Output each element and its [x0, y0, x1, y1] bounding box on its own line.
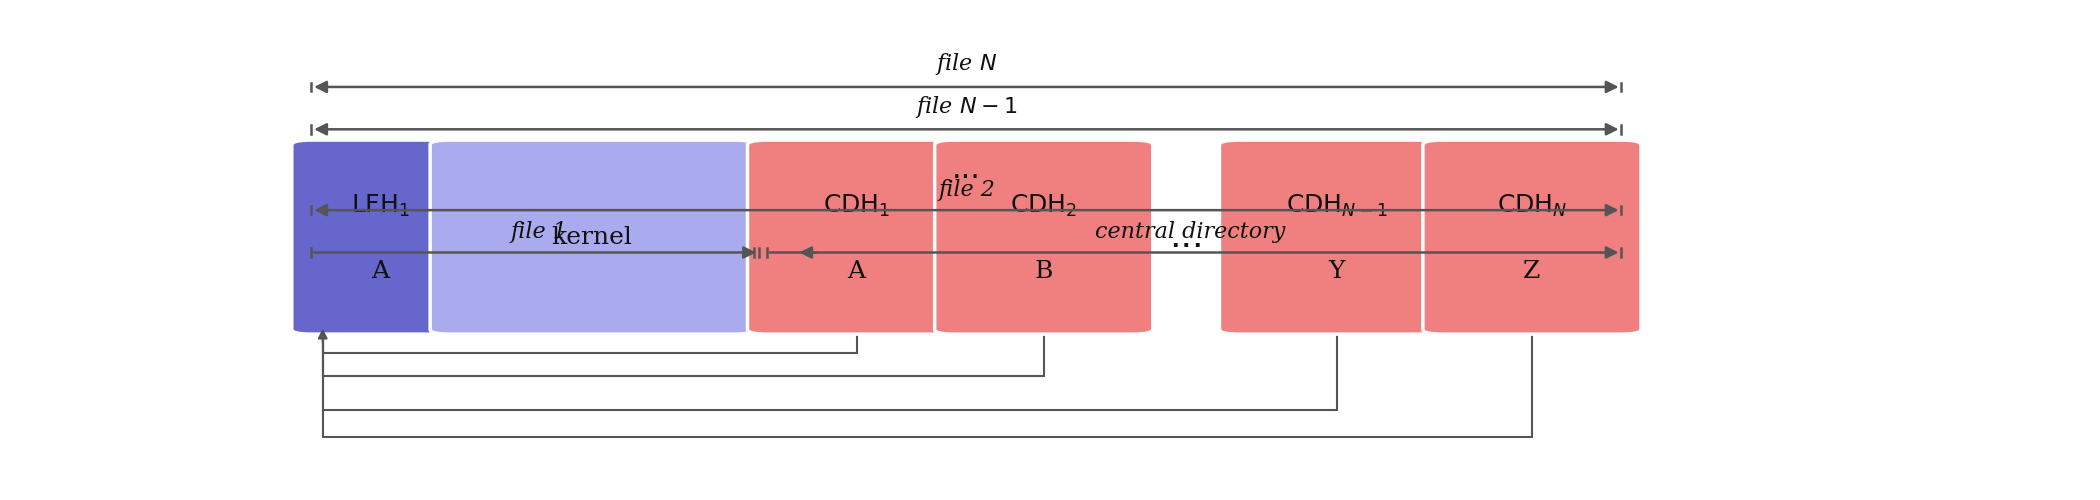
Text: file $N$: file $N$ — [934, 52, 997, 78]
FancyBboxPatch shape — [1220, 140, 1453, 334]
Text: $\mathrm{CDH}_1$: $\mathrm{CDH}_1$ — [823, 193, 890, 220]
Text: file $N-1$: file $N-1$ — [916, 94, 1018, 120]
Text: $\mathrm{CDH}_2$: $\mathrm{CDH}_2$ — [1010, 193, 1077, 220]
Text: $\mathrm{CDH}_N$: $\mathrm{CDH}_N$ — [1497, 193, 1567, 220]
Text: Y: Y — [1329, 260, 1344, 283]
Text: A: A — [848, 260, 865, 283]
Text: central directory: central directory — [1094, 221, 1285, 243]
Text: $\mathrm{LFH}_1$: $\mathrm{LFH}_1$ — [351, 193, 410, 220]
FancyBboxPatch shape — [292, 140, 468, 334]
Text: $\mathrm{CDH}_{N-1}$: $\mathrm{CDH}_{N-1}$ — [1285, 193, 1388, 220]
Text: B: B — [1035, 260, 1052, 283]
FancyBboxPatch shape — [1424, 140, 1640, 334]
FancyBboxPatch shape — [430, 140, 754, 334]
Text: ...: ... — [951, 155, 981, 184]
Text: A: A — [372, 260, 391, 283]
FancyBboxPatch shape — [748, 140, 966, 334]
Text: ...: ... — [1170, 220, 1203, 254]
Text: Z: Z — [1522, 260, 1541, 283]
Text: file 1: file 1 — [510, 221, 567, 243]
Text: kernel: kernel — [552, 226, 632, 248]
FancyBboxPatch shape — [934, 140, 1153, 334]
Text: file 2: file 2 — [939, 178, 995, 201]
